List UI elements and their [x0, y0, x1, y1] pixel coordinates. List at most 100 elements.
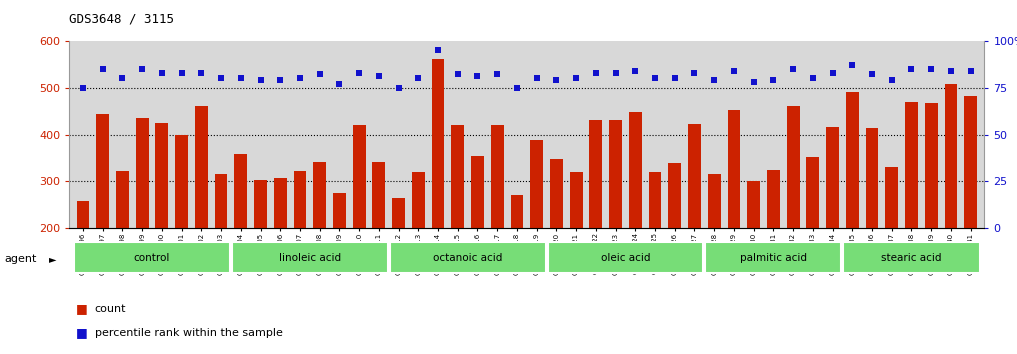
- Bar: [964, 96, 977, 228]
- Bar: [97, 114, 109, 228]
- FancyBboxPatch shape: [547, 242, 704, 273]
- Point: [686, 70, 703, 75]
- Point: [825, 70, 841, 75]
- Point: [844, 62, 860, 68]
- Point: [962, 68, 978, 74]
- Bar: [156, 123, 168, 228]
- Point: [213, 75, 229, 81]
- Bar: [452, 125, 464, 228]
- Text: octanoic acid: octanoic acid: [433, 252, 502, 263]
- Point: [174, 70, 190, 75]
- Point: [351, 70, 367, 75]
- Bar: [727, 110, 740, 228]
- Bar: [689, 124, 701, 228]
- Point: [508, 85, 525, 91]
- Point: [567, 75, 584, 81]
- Point: [154, 70, 170, 75]
- Point: [114, 75, 130, 81]
- Bar: [254, 181, 266, 228]
- Bar: [747, 181, 760, 228]
- FancyBboxPatch shape: [232, 242, 387, 273]
- Point: [666, 75, 682, 81]
- Bar: [372, 162, 385, 228]
- Point: [193, 70, 210, 75]
- Bar: [945, 84, 957, 228]
- Bar: [412, 172, 425, 228]
- Point: [647, 75, 663, 81]
- Bar: [865, 129, 879, 228]
- Point: [706, 77, 722, 83]
- Point: [943, 68, 959, 74]
- Point: [863, 72, 880, 77]
- Bar: [530, 140, 543, 228]
- Text: stearic acid: stearic acid: [881, 252, 942, 263]
- Bar: [234, 154, 247, 228]
- Bar: [313, 162, 326, 228]
- Point: [884, 77, 900, 83]
- Point: [332, 81, 348, 87]
- Point: [430, 47, 446, 53]
- Bar: [393, 198, 405, 228]
- Bar: [195, 106, 207, 228]
- Bar: [215, 175, 228, 228]
- Point: [607, 70, 623, 75]
- Bar: [905, 102, 918, 228]
- Text: ■: ■: [76, 326, 88, 339]
- Bar: [274, 178, 287, 228]
- Bar: [491, 125, 503, 228]
- Point: [489, 72, 505, 77]
- Point: [410, 75, 426, 81]
- Point: [311, 72, 327, 77]
- Bar: [668, 163, 681, 228]
- Bar: [846, 92, 858, 228]
- Bar: [649, 172, 661, 228]
- Bar: [353, 125, 365, 228]
- Text: oleic acid: oleic acid: [601, 252, 650, 263]
- Bar: [550, 159, 562, 228]
- FancyBboxPatch shape: [390, 242, 545, 273]
- Text: count: count: [95, 304, 126, 314]
- Point: [529, 75, 545, 81]
- Text: ■: ■: [76, 302, 88, 315]
- Text: palmitic acid: palmitic acid: [740, 252, 806, 263]
- Point: [765, 77, 781, 83]
- Bar: [76, 201, 89, 228]
- Bar: [787, 106, 799, 228]
- Point: [548, 77, 564, 83]
- Point: [588, 70, 604, 75]
- Point: [804, 75, 821, 81]
- Text: agent: agent: [4, 254, 37, 264]
- Point: [95, 66, 111, 72]
- Point: [371, 74, 387, 79]
- Text: ►: ►: [49, 254, 57, 264]
- Text: percentile rank within the sample: percentile rank within the sample: [95, 328, 283, 338]
- Bar: [590, 120, 602, 228]
- FancyBboxPatch shape: [706, 242, 841, 273]
- Point: [450, 72, 466, 77]
- Point: [470, 74, 486, 79]
- Bar: [806, 156, 820, 228]
- Bar: [294, 171, 306, 228]
- Point: [785, 66, 801, 72]
- Point: [627, 68, 644, 74]
- Text: GDS3648 / 3115: GDS3648 / 3115: [69, 12, 174, 25]
- Bar: [511, 195, 524, 228]
- Bar: [609, 120, 622, 228]
- Point: [75, 85, 92, 91]
- Bar: [135, 118, 148, 228]
- Point: [134, 66, 151, 72]
- Bar: [116, 171, 129, 228]
- Bar: [767, 170, 780, 228]
- Point: [391, 85, 407, 91]
- Bar: [886, 167, 898, 228]
- Point: [252, 77, 268, 83]
- Bar: [431, 59, 444, 228]
- Point: [726, 68, 742, 74]
- Bar: [333, 193, 346, 228]
- Bar: [629, 112, 642, 228]
- Point: [745, 79, 762, 85]
- Bar: [708, 175, 721, 228]
- Point: [923, 66, 940, 72]
- Text: control: control: [134, 252, 170, 263]
- Bar: [826, 127, 839, 228]
